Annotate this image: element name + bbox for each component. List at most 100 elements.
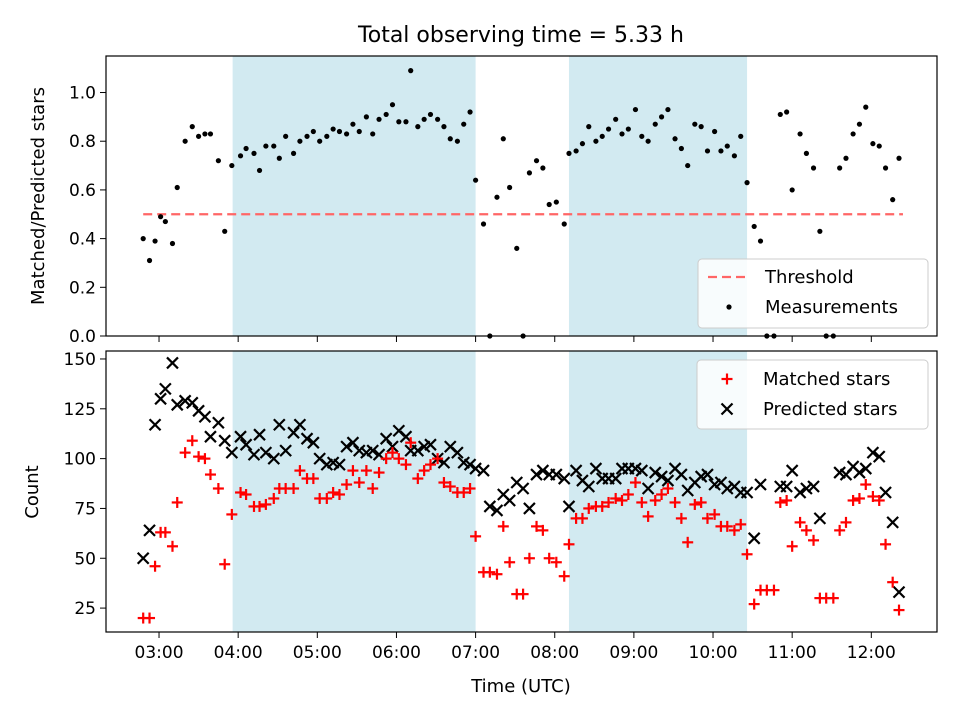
matched-star-marker — [701, 512, 713, 524]
measurement-point — [678, 145, 684, 152]
matched-star-marker — [432, 453, 444, 465]
measurement-point — [215, 158, 221, 164]
predicted-star-marker — [892, 585, 906, 599]
matched-star-marker — [149, 560, 161, 572]
y-tick-label: 100 — [64, 450, 96, 470]
y-tick-label: 0.2 — [69, 278, 96, 298]
measurement-point — [408, 68, 414, 74]
predicted-star-marker — [424, 438, 437, 451]
matched-star-marker — [893, 604, 905, 616]
matched-star-marker — [827, 592, 839, 604]
measurement-point — [195, 133, 202, 139]
x-tick-label: 05:00 — [293, 643, 342, 663]
predicted-star-marker — [675, 468, 688, 481]
y-tick-label: 25 — [74, 599, 96, 619]
matched-star-marker — [458, 486, 470, 498]
matched-star-marker — [662, 483, 674, 495]
matched-star-marker — [380, 453, 392, 465]
matched-star-marker — [576, 512, 588, 524]
measurement-point — [850, 131, 856, 137]
legend-measurement-swatch — [726, 304, 732, 310]
predicted-star-marker — [886, 516, 899, 529]
measurement-point — [605, 126, 612, 132]
x-tick-label: 03:00 — [135, 643, 184, 663]
measurement-point — [290, 150, 297, 156]
measurement-point — [665, 106, 671, 113]
matched-star-marker — [159, 526, 171, 538]
measurement-point — [494, 194, 500, 200]
matched-star-marker — [887, 576, 899, 588]
predicted-star-marker — [136, 551, 150, 565]
matched-star-marker — [689, 498, 701, 510]
predicted-star-marker — [477, 464, 490, 477]
predicted-star-marker — [589, 462, 603, 475]
matched-star-markers — [137, 435, 905, 624]
y-tick-label: 125 — [64, 400, 96, 420]
legend-matched-label: Matched stars — [763, 369, 890, 390]
legend-predicted-swatch — [720, 402, 734, 416]
predicted-star-marker — [273, 418, 286, 432]
predicted-star-marker — [267, 452, 281, 465]
matched-star-marker — [531, 520, 543, 532]
predicted-star-marker — [204, 430, 217, 443]
predicted-star-marker — [352, 444, 366, 457]
measurement-point — [383, 111, 389, 118]
matched-star-marker — [558, 570, 570, 582]
x-tick-label: 06:00 — [372, 643, 421, 663]
measurement-point — [698, 124, 704, 130]
measurement-point — [870, 141, 876, 147]
matched-star-marker — [853, 492, 865, 504]
measurement-point — [625, 126, 631, 132]
measurement-point — [310, 128, 316, 135]
matched-star-marker — [418, 465, 430, 477]
measurement-point — [376, 116, 382, 122]
legend-matched-swatch — [721, 373, 733, 385]
matched-star-marker — [179, 447, 191, 459]
matched-star-marker — [721, 520, 733, 532]
matched-star-marker — [523, 552, 535, 564]
matched-star-marker — [669, 496, 681, 508]
y-tick-label: 50 — [74, 549, 96, 569]
measurement-point — [692, 121, 698, 127]
measurement-point — [330, 126, 336, 132]
matched-star-marker — [741, 548, 753, 560]
matched-star-marker — [144, 612, 156, 624]
predicted-star-marker — [279, 444, 292, 457]
ratio-legend-box — [697, 258, 929, 329]
measurement-point — [514, 245, 520, 251]
measurement-point — [317, 138, 323, 144]
predicted-star-marker — [346, 436, 360, 449]
measurement-point — [283, 133, 289, 139]
matched-star-marker — [219, 558, 231, 570]
measurement-point — [237, 153, 244, 159]
predicted-star-marker — [635, 464, 649, 477]
predicted-star-marker — [366, 444, 379, 457]
matched-star-marker — [603, 496, 615, 508]
x-tick-label: 12:00 — [847, 643, 896, 663]
predicted-star-marker — [530, 468, 543, 481]
measurement-point — [652, 121, 658, 127]
measurement-point — [158, 214, 164, 220]
predicted-star-marker — [872, 450, 886, 463]
measurement-point — [403, 119, 409, 125]
predicted-star-marker — [483, 500, 497, 513]
matched-star-marker — [360, 465, 372, 477]
measurement-point — [447, 136, 453, 142]
matched-star-marker — [393, 453, 405, 465]
legend-plus-marker — [721, 373, 733, 385]
matched-star-marker — [596, 500, 608, 512]
predicted-star-marker — [807, 480, 820, 493]
matched-star-marker — [550, 556, 562, 568]
predicted-star-marker — [253, 428, 266, 441]
matched-star-marker — [880, 538, 892, 550]
matched-star-marker — [497, 520, 509, 532]
predicted-star-marker — [780, 480, 793, 493]
measurement-point — [566, 150, 572, 156]
measurement-point — [856, 121, 863, 127]
measurement-point — [507, 184, 513, 191]
count-panel: 25 50 75 100 125 150 03:00 04:00 05:00 06:00 07:0… — [22, 350, 938, 697]
x-tick-label: 09:00 — [609, 643, 658, 663]
legend-threshold-label: Threshold — [764, 267, 854, 288]
predicted-star-marker — [218, 434, 231, 447]
